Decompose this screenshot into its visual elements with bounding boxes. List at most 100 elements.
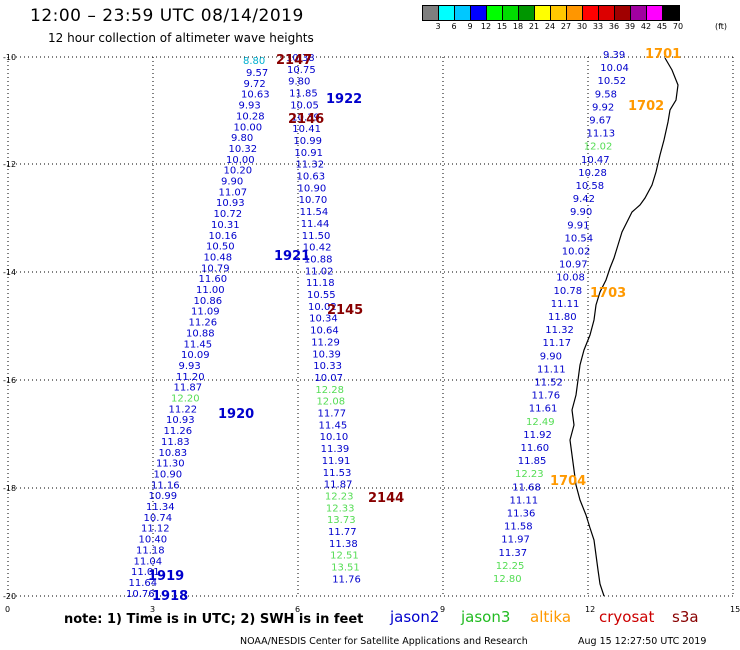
track-value: 11.45 <box>184 339 213 350</box>
track-value: 10.39 <box>312 349 341 360</box>
legend-swatch <box>503 6 519 20</box>
track-value: 11.53 <box>323 468 352 479</box>
track-value: 9.90 <box>540 351 562 362</box>
track-value: 10.10 <box>320 432 349 443</box>
track-value: 11.26 <box>189 318 218 329</box>
track-value: 10.09 <box>181 350 210 361</box>
legend-altika: altika <box>530 608 572 626</box>
track-value: 10.16 <box>209 231 238 242</box>
track-value: 10.28 <box>578 168 607 179</box>
track-value: 11.38 <box>329 539 358 550</box>
track-value: 10.04 <box>600 63 629 74</box>
legend-label: 42 <box>640 22 652 31</box>
timestamp-text: Aug 15 12:27:50 UTC 2019 <box>578 636 707 647</box>
x-tick-label: 12 <box>585 605 595 614</box>
track-value: 10.39 <box>291 112 320 123</box>
track-value: 11.18 <box>306 278 335 289</box>
legend-swatch <box>631 6 647 20</box>
legend-swatch <box>423 6 439 20</box>
pass-label: 1704 <box>550 474 586 489</box>
track-value: 11.85 <box>518 456 547 467</box>
track-value: 11.17 <box>543 338 572 349</box>
track-value: 10.63 <box>241 90 270 101</box>
track-value: 11.00 <box>196 285 225 296</box>
track-value: 10.20 <box>224 166 253 177</box>
footer-note: note: 1) Time is in UTC; 2) SWH is in fe… <box>64 612 364 627</box>
track-value: 11.32 <box>295 160 324 171</box>
legend-swatch <box>647 6 663 20</box>
track-value: 11.02 <box>305 266 334 277</box>
legend-swatch <box>615 6 631 20</box>
track-value: 12.23 <box>515 469 544 480</box>
track-value: 11.68 <box>512 482 541 493</box>
track-value: 10.55 <box>307 290 336 301</box>
legend-swatch <box>663 6 679 20</box>
pass-label: 2144 <box>368 491 404 506</box>
track-value: 10.07 <box>314 373 343 384</box>
track-value: 11.97 <box>501 535 530 546</box>
track-value: 9.58 <box>595 89 617 100</box>
track-value: 12.08 <box>316 397 345 408</box>
track-value: 10.33 <box>313 361 342 372</box>
track-value: 10.40 <box>139 535 168 546</box>
pass-label: 1921 <box>274 249 310 264</box>
x-tick-label: 9 <box>440 605 445 614</box>
track-value: 9.39 <box>603 50 625 61</box>
track-value: 11.77 <box>318 409 347 420</box>
legend-label: 12 <box>480 22 492 31</box>
legend-swatch <box>519 6 535 20</box>
track-value: 9.90 <box>570 207 592 218</box>
legend-s3a: s3a <box>672 608 699 626</box>
track-value: 10.91 <box>294 148 323 159</box>
altimeter-tracks: 8.809.579.7210.639.9310.2810.009.8010.32… <box>126 50 629 600</box>
legend-swatch <box>487 6 503 20</box>
pass-label: 2147 <box>276 53 312 68</box>
track-value: 11.13 <box>587 129 616 140</box>
track-value: 11.09 <box>191 307 220 318</box>
track-value: 9.93 <box>179 361 201 372</box>
legend-swatch <box>439 6 455 20</box>
track-value: 11.11 <box>510 495 539 506</box>
y-tick-label: -16 <box>3 376 16 385</box>
track-value: 9.80 <box>288 77 310 88</box>
legend-swatch <box>599 6 615 20</box>
x-tick-label: 15 <box>730 605 740 614</box>
track-value: 10.99 <box>293 136 322 147</box>
pass-label: 1918 <box>152 589 188 604</box>
track-value: 11.54 <box>300 207 329 218</box>
track-value: 9.91 <box>567 220 589 231</box>
track-value: 11.52 <box>534 378 563 389</box>
track-value: 10.38 <box>286 53 315 64</box>
track-value: 12.51 <box>330 551 359 562</box>
track-value: 11.61 <box>529 404 558 415</box>
track-value: 11.39 <box>321 444 350 455</box>
track-value: 10.02 <box>308 302 337 313</box>
track-value: 12.80 <box>493 574 522 585</box>
legend-label: 27 <box>560 22 572 31</box>
track-value: 10.76 <box>126 589 155 600</box>
legend-label: 45 <box>656 22 668 31</box>
legend-swatch <box>551 6 567 20</box>
track-value: 11.50 <box>302 231 331 242</box>
track-value: 11.64 <box>129 578 158 589</box>
track-value: 11.11 <box>537 364 566 375</box>
legend-swatch <box>471 6 487 20</box>
pass-label: 1701 <box>645 47 681 62</box>
track-value: 13.51 <box>331 563 360 574</box>
track-value: 11.30 <box>156 459 185 470</box>
track-value: 10.31 <box>211 220 240 231</box>
track-value: 10.48 <box>204 252 233 263</box>
track-value: 11.80 <box>548 312 577 323</box>
track-value: 10.02 <box>562 247 591 258</box>
track-value: 11.07 <box>219 187 248 198</box>
track-value: 10.88 <box>304 254 333 265</box>
pass-label: 2145 <box>327 303 363 318</box>
y-tick-label: -18 <box>3 484 16 493</box>
track-value: 10.50 <box>206 242 235 253</box>
axis-ticks: -10 -12 -14 -16 -18 -20 0 3 6 9 12 15 <box>3 53 740 614</box>
legend-label: 18 <box>512 22 524 31</box>
track-value: 10.58 <box>576 181 605 192</box>
y-tick-label: -10 <box>3 53 16 62</box>
track-value: 10.64 <box>310 326 339 337</box>
track-value: 10.88 <box>186 328 215 339</box>
